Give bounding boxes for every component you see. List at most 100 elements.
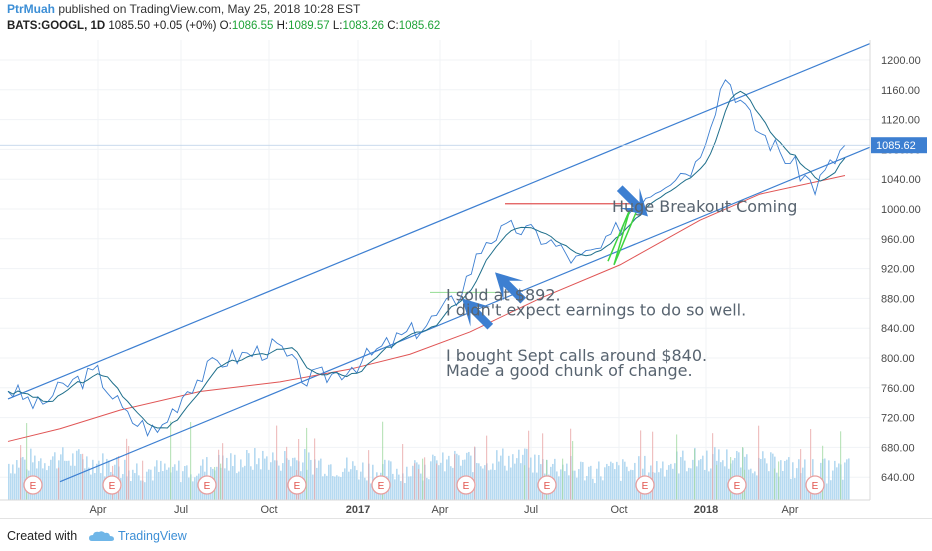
volume-bar (762, 451, 764, 500)
volume-bar (768, 471, 770, 500)
volume-bar (636, 480, 638, 500)
volume-bar (668, 465, 670, 500)
volume-spike (414, 463, 416, 500)
volume-bar (622, 459, 624, 500)
volume-bar (120, 478, 122, 500)
volume-bar (152, 480, 154, 500)
price-axis[interactable]: 640.00 680.00 720.00 760.00 800.00 840.00 880.… (881, 55, 921, 484)
sold-arrow (495, 272, 527, 304)
volume-bar (490, 469, 492, 500)
volume-bar (788, 457, 790, 500)
volume-bar (802, 467, 804, 500)
volume-bar (18, 467, 20, 500)
volume-bar (592, 478, 594, 500)
footer: Created with TradingView (0, 518, 932, 551)
volume-bar (404, 483, 406, 500)
volume-bar (396, 468, 398, 500)
time-tick-label: Oct (260, 504, 277, 516)
volume-bar (782, 470, 784, 500)
volume-bar (606, 463, 608, 500)
price-tick-label: 960.00 (881, 234, 915, 246)
earnings-label: E (642, 481, 649, 492)
price-tick-label: 1000.00 (881, 204, 921, 216)
volume-bar (688, 467, 690, 500)
earnings-circle (287, 475, 307, 495)
volume-bar (48, 465, 50, 500)
volume-bar (714, 447, 716, 500)
volume-bar (312, 474, 314, 500)
volume-spike (142, 460, 144, 500)
volume-bar (806, 481, 808, 500)
volume-bar (798, 459, 800, 500)
volume-bar (408, 476, 410, 500)
arrow-icon (462, 298, 494, 330)
volume-bar (426, 477, 428, 500)
volume-bar (8, 463, 10, 500)
volume-bar (750, 468, 752, 500)
volume-bar (632, 470, 634, 500)
volume-bar (96, 463, 98, 500)
volume-bar (188, 477, 190, 500)
volume-bar (522, 454, 524, 500)
volume-spike (524, 465, 526, 500)
time-axis[interactable]: Apr Jul Oct 2017 Apr Jul Oct 2018 Apr (89, 504, 798, 516)
volume-bar (242, 467, 244, 500)
volume-bar (518, 449, 520, 500)
time-tick-label: Jul (524, 504, 538, 516)
volume-bar (556, 471, 558, 500)
volume-bar (440, 462, 442, 500)
price-chart[interactable]: Huge Breakout Coming I sold at $892.I did… (0, 40, 932, 518)
volume-bar (356, 470, 358, 500)
volume-bar (230, 453, 232, 500)
volume-bar (130, 481, 132, 500)
volume-bar (132, 469, 134, 500)
volume-spike (676, 434, 678, 500)
volume-bar (430, 461, 432, 500)
volume-bar (580, 461, 582, 500)
volume-bar (576, 477, 578, 500)
volume-bar (624, 461, 626, 500)
volume-bar (502, 448, 504, 500)
volume-bar (824, 458, 826, 500)
volume-bar (178, 460, 180, 500)
tradingview-brand[interactable]: TradingView (118, 529, 187, 543)
volume-bar (530, 457, 532, 500)
high-label: H: (276, 20, 289, 32)
volume-bar (692, 459, 694, 500)
volume-spike (474, 446, 476, 500)
volume-bar (234, 454, 236, 500)
volume-bar (492, 463, 494, 500)
volume-bar (42, 468, 44, 500)
price-tick-label: 1200.00 (881, 55, 921, 67)
volume-spike (126, 438, 128, 500)
earnings-label: E (463, 481, 470, 492)
volume-bar (720, 462, 722, 500)
volume-bar (318, 460, 320, 500)
volume-bar (228, 470, 230, 500)
volume-spike (810, 428, 812, 500)
volume-bar (670, 463, 672, 500)
plot-background (0, 40, 870, 500)
author-name[interactable]: PtrMuah (7, 2, 55, 16)
volume-spike (306, 427, 308, 500)
volume-bar (246, 450, 248, 500)
volume-bar (44, 463, 46, 500)
tradingview-logo-icon[interactable] (89, 530, 115, 544)
volume-bar (40, 458, 42, 500)
volume-bar (452, 467, 454, 500)
volume-spike (424, 457, 426, 500)
volume-bar (68, 460, 70, 500)
created-with-text: Created with (7, 529, 78, 543)
moving-average-short (7, 90, 846, 429)
volume-spike (486, 435, 488, 500)
volume-bar (352, 461, 354, 500)
volume-bar (158, 471, 160, 500)
earnings-marker: E (537, 475, 557, 495)
volume-bar (776, 472, 778, 500)
volume-spike (418, 469, 420, 500)
volume-spike (20, 445, 22, 500)
volume-bar (764, 458, 766, 500)
volume-bar (254, 448, 256, 500)
open-value: 1086.55 (231, 20, 274, 32)
volume-spike (694, 449, 696, 500)
